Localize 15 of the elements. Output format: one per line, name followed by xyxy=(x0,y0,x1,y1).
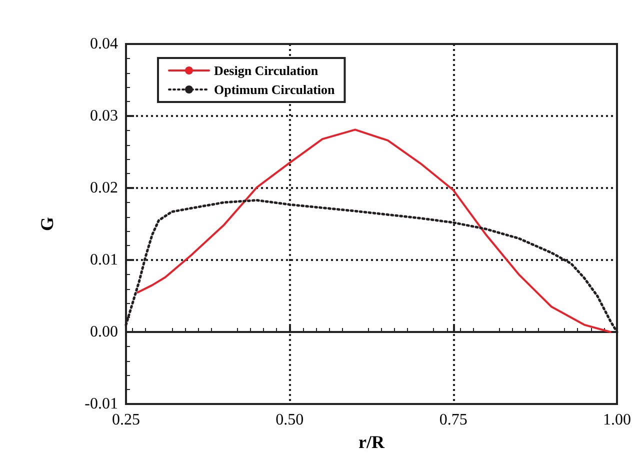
y-tick-label: 0.00 xyxy=(90,324,118,340)
y-tick-label: 0.01 xyxy=(90,252,118,268)
line-series xyxy=(136,128,612,333)
y-axis-title: G xyxy=(37,216,57,232)
y-tick-label: 0.02 xyxy=(90,180,118,196)
x-tick-label: 0.75 xyxy=(439,412,468,428)
y-tick-label: 0.04 xyxy=(90,36,118,52)
x-tick-label: 0.50 xyxy=(276,412,304,428)
y-tick-label: -0.01 xyxy=(84,396,118,412)
x-tick-label: 1.00 xyxy=(603,412,631,428)
legend-label: Optimum Circulation xyxy=(214,82,336,97)
y-tick-label: 0.03 xyxy=(90,108,118,124)
x-axis-title: r/R xyxy=(358,432,386,452)
legend-label: Design Circulation xyxy=(214,63,319,78)
x-tick-label: 0.25 xyxy=(112,412,140,428)
